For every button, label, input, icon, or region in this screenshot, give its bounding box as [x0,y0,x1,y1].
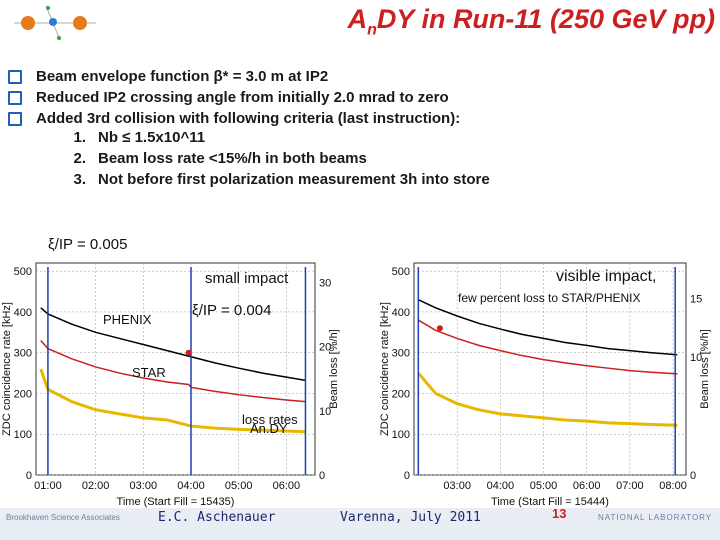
series-line-phenix [40,307,306,382]
series-line-loss-rate [39,368,306,434]
footer-author: E.C. Aschenauer [158,510,276,525]
series-line-loss-rate [417,372,678,427]
footer-org: Brookhaven Science Associates [6,513,120,522]
y-axis-label: ZDC coincidence rate [kHz] [379,302,391,436]
y-tick-label: 400 [14,307,32,319]
x-tick-label: 01:00 [34,480,62,492]
y2-tick-label: 10 [690,352,702,364]
criteria-item: 1. Nb ≤ 1.5x10^11 [73,129,206,146]
xi-mid-label: ξ/IP = 0.004 [192,302,272,319]
x-tick-label: 06:00 [273,480,301,492]
bullet-item: Beam envelope function β* = 3.0 m at IP2 [8,66,708,87]
checkbox-bullet-icon [8,69,22,84]
left-chart: 0 100 200 300 400 500 0 10 20 30 01:00 02:00 03:00 04… [1,262,340,508]
loss-rates-label: loss rates [242,412,298,427]
y-tick-label: 0 [404,470,410,482]
checkbox-bullet-icon [8,90,22,105]
y-tick-label: 500 [392,266,410,278]
star-label: STAR [132,365,166,380]
series-line-star [417,319,678,375]
footer-bar [0,508,720,540]
y2-tick-label: 0 [690,470,696,482]
y-tick-label: 100 [14,429,32,441]
right-chart: 0 100 200 300 400 500 0 10 15 03:00 04:00 05:00 06:0… [379,262,711,508]
y2-axis-label: Beam loss [%/h] [699,329,711,408]
visible-impact-label: visible impact, [556,268,657,285]
footer-lab: NATIONAL LABORATORY [598,513,713,522]
y2-tick-label: 10 [319,406,331,418]
x-tick-label: 04:00 [177,480,205,492]
y-tick-label: 300 [392,348,410,360]
x-tick-label: 04:00 [487,480,515,492]
y2-axis-label: Beam loss [%/h] [328,329,340,408]
andy-label: An.DY [250,421,288,436]
y-tick-label: 200 [14,388,32,400]
x-axis-label: Time (Start Fill = 15444) [491,496,609,508]
footer-page-number: 13 [552,506,567,521]
y2-tick-label: 15 [690,293,702,305]
collision-marker [436,325,443,332]
bullet-item: Reduced IP2 crossing angle from initiall… [8,87,708,108]
collision-marker [185,349,192,356]
x-tick-label: 03:00 [130,480,158,492]
y-tick-label: 100 [392,429,410,441]
x-axis-label: Time (Start Fill = 15435) [117,496,235,508]
phenix-label: PHENIX [103,312,152,327]
collision-logo-icon [14,5,96,41]
footer-venue: Varenna, July 2011 [340,510,481,525]
slide-title: AnDY in Run-11 (250 GeV pp) [347,4,715,39]
plot-area [35,262,316,476]
y2-tick-label: 30 [319,277,331,289]
x-tick-label: 02:00 [82,480,110,492]
few-percent-label: few percent loss to STAR/PHENIX [458,291,641,305]
y-axis-label: ZDC coincidence rate [kHz] [1,302,13,436]
x-tick-label: 05:00 [225,480,253,492]
criteria-item: 2. Beam loss rate <15%/h in both beams [73,150,367,167]
small-impact-label: small impact [205,270,289,287]
series-line-star [40,339,306,403]
y-tick-label: 0 [26,470,32,482]
x-tick-label: 08:00 [659,480,687,492]
y-tick-label: 400 [392,307,410,319]
xi-top-label: ξ/IP = 0.005 [48,236,128,253]
y2-tick-label: 0 [319,470,325,482]
y2-tick-label: 20 [319,342,331,354]
bullet-item: Added 3rd collision with following crite… [8,108,708,129]
x-tick-label: 07:00 [616,480,644,492]
checkbox-bullet-icon [8,111,22,126]
plot-area [413,262,687,476]
x-tick-label: 03:00 [443,480,471,492]
x-tick-label: 06:00 [573,480,601,492]
x-tick-label: 05:00 [530,480,558,492]
series-line-phenix [417,299,678,356]
y-tick-label: 300 [14,348,32,360]
criteria-item: 3. Not before first polarization measurem… [73,171,490,188]
y-tick-label: 200 [392,388,410,400]
bullet-list: Beam envelope function β* = 3.0 m at IP2… [8,66,708,192]
y-tick-label: 500 [14,266,32,278]
